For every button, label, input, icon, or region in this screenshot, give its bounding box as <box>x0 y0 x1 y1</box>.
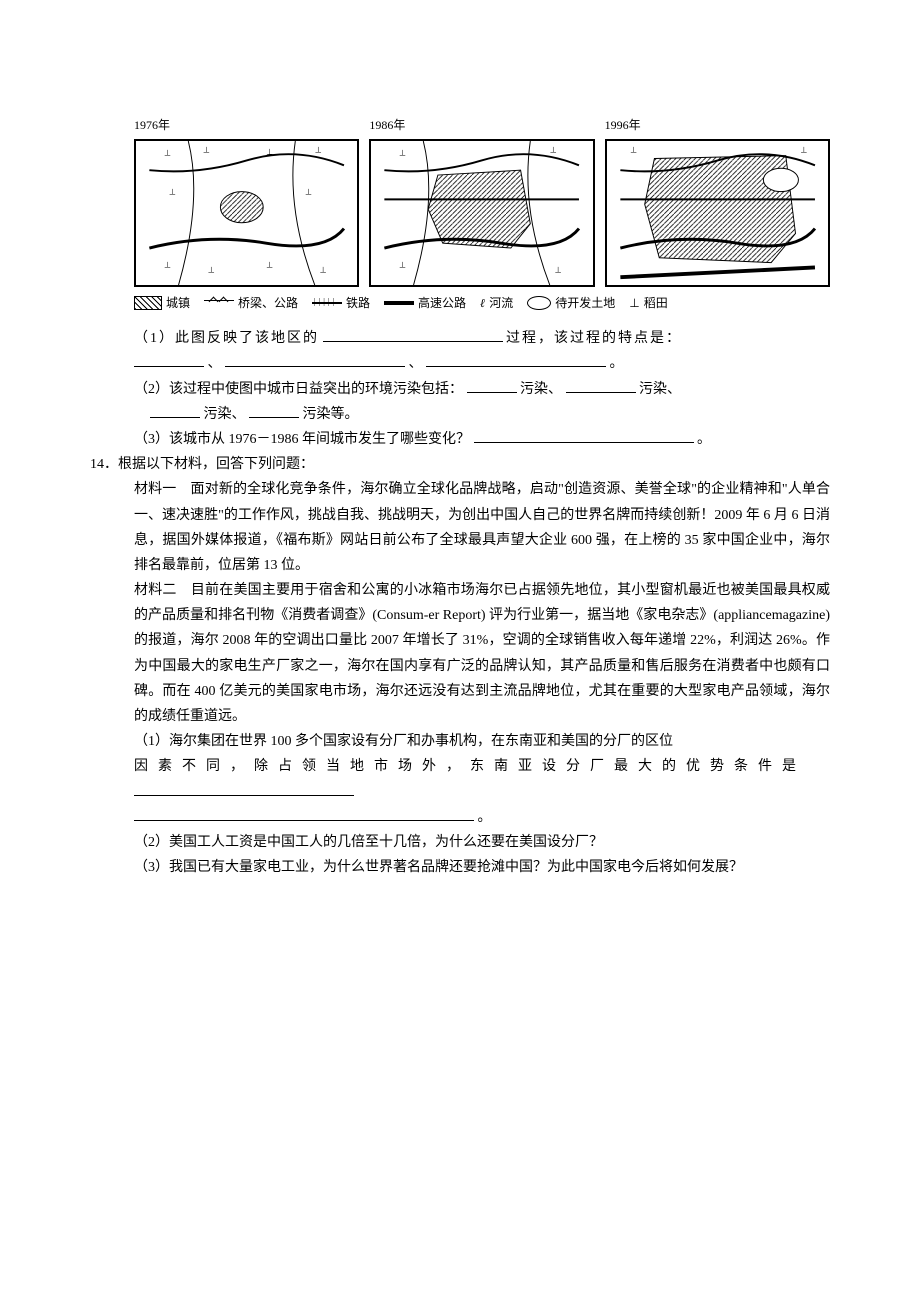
map-box-1986: ⊥ ⊥ ⊥ ⊥ <box>369 139 594 287</box>
blank <box>323 328 503 342</box>
map-box-1976: ⊥ ⊥ ⊥ ⊥ ⊥ ⊥ ⊥ ⊥ ⊥ ⊥ <box>134 139 359 287</box>
svg-text:⊥: ⊥ <box>208 265 215 274</box>
map-year-2: 1986年 <box>369 115 594 137</box>
legend-river: ℓ 河流 <box>480 293 513 315</box>
svg-text:⊥: ⊥ <box>630 145 637 154</box>
q13-sub2-prefix: （2）该过程中使图中城市日益突出的环境污染包括： <box>134 382 463 397</box>
map-svg-1986: ⊥ ⊥ ⊥ ⊥ <box>371 141 592 285</box>
svg-text:⊥: ⊥ <box>266 147 273 156</box>
svg-text:⊥: ⊥ <box>164 260 171 269</box>
legend-railway: 铁路 <box>312 293 370 315</box>
blank <box>474 429 694 443</box>
svg-text:⊥: ⊥ <box>320 265 327 274</box>
w1: 污染、 <box>520 382 562 397</box>
legend-railway-label: 铁路 <box>346 293 370 315</box>
q14-sub1-b: 因素不同，除占领当地市场外，东南亚设分厂最大的优势条件是 <box>134 754 830 779</box>
map-panel-1996: 1996年 <box>605 115 830 287</box>
legend-highway-label: 高速公路 <box>418 293 466 315</box>
rail-icon <box>312 302 342 304</box>
blank <box>134 353 204 367</box>
svg-text:⊥: ⊥ <box>164 148 171 157</box>
sep: 、 <box>409 356 423 371</box>
svg-text:⊥: ⊥ <box>550 145 557 154</box>
svg-text:⊥: ⊥ <box>555 265 562 274</box>
blank <box>426 353 606 367</box>
legend-bridge: 桥梁、公路 <box>204 293 298 315</box>
legend-devland-label: 待开发土地 <box>555 293 615 315</box>
blank <box>566 379 636 393</box>
legend-river-label: 河流 <box>489 293 513 315</box>
map-panel-1976: 1976年 ⊥ ⊥ ⊥ ⊥ <box>134 115 359 287</box>
svg-text:⊥: ⊥ <box>800 145 807 154</box>
w4: 污染等。 <box>303 407 359 422</box>
map-legend: 城镇 桥梁、公路 铁路 高速公路 ℓ 河流 待开发土地 ⊥ 稻田 <box>134 293 830 315</box>
highway-icon <box>384 301 414 305</box>
svg-text:⊥: ⊥ <box>399 260 406 269</box>
svg-text:⊥: ⊥ <box>266 260 273 269</box>
legend-bridge-label: 桥梁、公路 <box>238 293 298 315</box>
map-year-1: 1976年 <box>134 115 359 137</box>
q13-sub1-prefix: （1）此图反映了该地区的 <box>134 331 319 346</box>
blank <box>134 807 474 821</box>
svg-text:⊥: ⊥ <box>305 187 312 196</box>
svg-text:⊥: ⊥ <box>315 145 322 154</box>
q14-sub1-blank2: 。 <box>134 805 830 830</box>
q14-mat1-label: 材料一 <box>134 482 176 497</box>
legend-town-label: 城镇 <box>166 293 190 315</box>
q14-sub2: （2）美国工人工资是中国工人的几倍至十几倍，为什么还要在美国设分厂？ <box>134 830 830 855</box>
bridge-icon <box>204 300 234 306</box>
q14-stem: 根据以下材料，回答下列问题： <box>118 457 314 472</box>
q14-mat1: 材料一 面对新的全球化竞争条件，海尔确立全球化品牌战略，启动"创造资源、美誉全球… <box>134 477 830 578</box>
blank <box>150 404 200 418</box>
svg-text:⊥: ⊥ <box>203 145 210 154</box>
river-icon: ℓ <box>480 293 485 315</box>
q14-mat1-body: 面对新的全球化竞争条件，海尔确立全球化品牌战略，启动"创造资源、美誉全球"的企业… <box>134 482 830 573</box>
map-svg-1996: ⊥⊥ <box>607 141 828 285</box>
w2: 污染、 <box>639 382 681 397</box>
blank <box>467 379 517 393</box>
end: 。 <box>478 810 492 825</box>
oval-icon <box>527 296 551 310</box>
map-panel-1986: 1986年 <box>369 115 594 287</box>
q14-sub1-blank1 <box>134 780 830 805</box>
map-svg-1976: ⊥ ⊥ ⊥ ⊥ ⊥ ⊥ ⊥ ⊥ ⊥ ⊥ <box>136 141 357 285</box>
blank <box>134 782 354 796</box>
end: 。 <box>697 432 711 447</box>
q14: 14．根据以下材料，回答下列问题： <box>90 452 830 477</box>
maps-row: 1976年 ⊥⊥⊥⊥ <box>134 115 830 287</box>
q13-sub1-mid: 过程，该过程的特点是： <box>506 331 682 346</box>
q14-number: 14． <box>90 457 118 472</box>
q14-sub1-a: （1）海尔集团在世界 100 多个国家设有分厂和办事机构，在东南亚和美国的分厂的… <box>134 729 830 754</box>
legend-town: 城镇 <box>134 293 190 315</box>
blank <box>249 404 299 418</box>
svg-text:⊥: ⊥ <box>399 148 406 157</box>
svg-text:⊥: ⊥ <box>169 187 176 196</box>
q13-sub1: （1）此图反映了该地区的 过程，该过程的特点是： <box>134 326 830 351</box>
hatch-icon <box>134 296 162 310</box>
legend-highway: 高速公路 <box>384 293 466 315</box>
q13-sub2: （2）该过程中使图中城市日益突出的环境污染包括： 污染、 污染、 <box>134 377 830 402</box>
q13-sub3: （3）该城市从 1976－1986 年间城市发生了哪些变化？ 。 <box>134 427 830 452</box>
q13-sub2-line2: 污染、 污染等。 <box>150 402 830 427</box>
q14-mat2-body: 目前在美国主要用于宿舍和公寓的小冰箱市场海尔已占据领先地位，其小型窗机最近也被美… <box>134 583 830 724</box>
map-year-3: 1996年 <box>605 115 830 137</box>
end: 。 <box>610 356 624 371</box>
rice-icon: ⊥ <box>629 293 639 315</box>
q14-mat2-label: 材料二 <box>134 583 177 598</box>
legend-rice: ⊥ 稻田 <box>629 293 667 315</box>
q13-sub3-text: （3）该城市从 1976－1986 年间城市发生了哪些变化？ <box>134 432 470 447</box>
w3: 污染、 <box>204 407 246 422</box>
legend-devland: 待开发土地 <box>527 293 615 315</box>
sep: 、 <box>208 356 222 371</box>
q14-mat2: 材料二 目前在美国主要用于宿舍和公寓的小冰箱市场海尔已占据领先地位，其小型窗机最… <box>134 578 830 729</box>
q13-sub1-blanks: 、 、 。 <box>134 351 830 376</box>
q14-sub3: （3）我国已有大量家电工业，为什么世界著名品牌还要抢滩中国？为此中国家电今后将如… <box>134 855 830 880</box>
map-box-1996: ⊥⊥ <box>605 139 830 287</box>
legend-rice-label: 稻田 <box>644 293 668 315</box>
blank <box>225 353 405 367</box>
